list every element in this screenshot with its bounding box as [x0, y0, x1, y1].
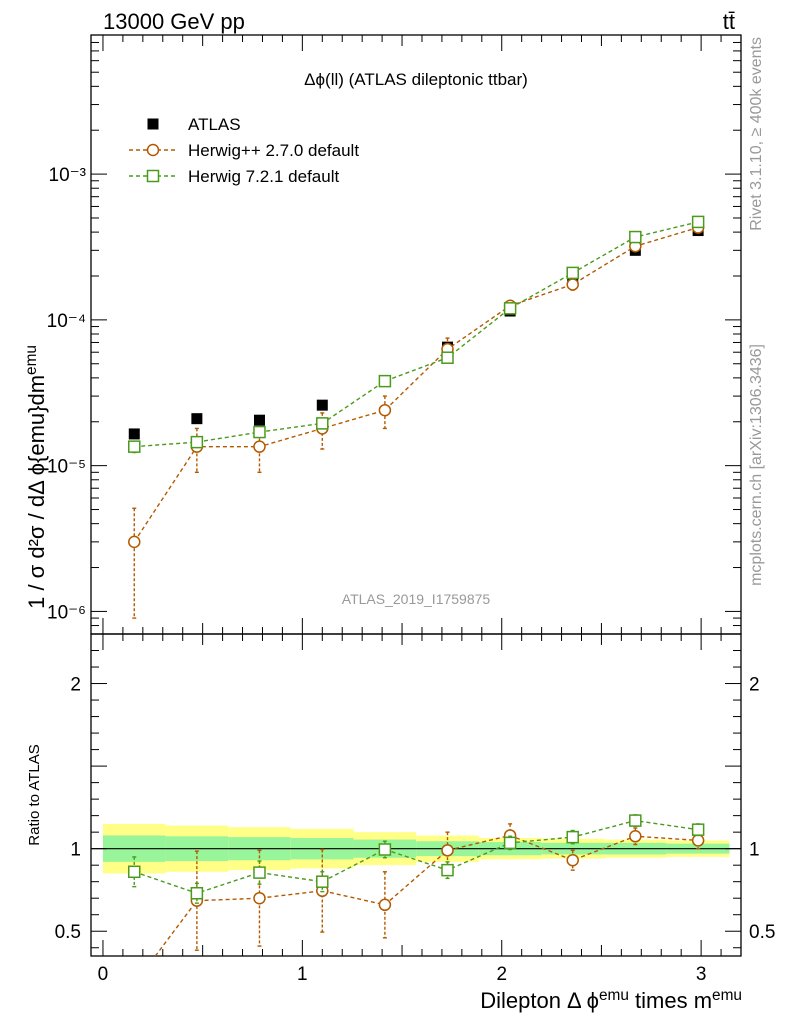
data-point — [253, 425, 266, 439]
data-point — [253, 414, 265, 426]
ratio-y-tick-label-right: 2 — [749, 675, 760, 696]
data-point — [129, 979, 140, 990]
data-point — [128, 440, 141, 453]
data-point — [691, 215, 705, 229]
data-point — [691, 823, 705, 836]
mcplots-reference-label: mcplots.cern.ch [arXiv:1306.3436] — [748, 344, 765, 586]
series-2 — [128, 215, 705, 454]
legend: ATLAS Herwig++ 2.7.0 default Herwig 7.2.1 … — [129, 115, 359, 186]
data-point — [190, 435, 204, 449]
data-point — [503, 302, 517, 315]
data-point — [190, 887, 204, 900]
data-point — [566, 853, 579, 867]
data-point — [441, 844, 454, 857]
data-point — [128, 535, 141, 549]
ratio-y-axis-label: Ratio to ATLAS — [26, 744, 43, 845]
main-series-group — [128, 215, 705, 619]
data-point — [146, 169, 160, 183]
data-point — [128, 865, 141, 879]
data-point — [566, 830, 579, 844]
data-point — [566, 278, 579, 291]
data-point — [253, 440, 266, 453]
data-point — [316, 417, 329, 430]
ratio-series-line — [134, 819, 699, 894]
data-point — [378, 843, 392, 856]
data-point — [146, 143, 160, 157]
data-point — [629, 830, 642, 843]
ratio-series-line — [154, 834, 699, 956]
x-axis-label: Dilepton Δ ϕemu times memu — [480, 987, 742, 1014]
x-axis-text: Dilepton Δ ϕemu times memu — [480, 987, 742, 1014]
data-point — [378, 374, 392, 388]
data-point — [316, 875, 329, 888]
ratio-y-tick-label: 1 — [70, 840, 81, 861]
data-point — [691, 834, 705, 847]
x-tick-label: 0 — [98, 964, 109, 985]
legend-label: Herwig 7.2.1 default — [188, 167, 339, 186]
data-point — [441, 863, 454, 877]
ratio-series-group — [128, 814, 705, 990]
series-line — [133, 226, 699, 543]
series-1 — [128, 221, 705, 619]
data-point — [378, 898, 392, 912]
data-point — [128, 428, 140, 440]
data-point — [378, 403, 392, 417]
data-point — [441, 351, 454, 364]
header-energy-label: 13000 GeV pp — [103, 9, 245, 34]
ratio-series-1 — [128, 814, 705, 904]
data-point — [503, 836, 517, 850]
data-point — [629, 814, 642, 827]
y-tick-label: 10⁻⁶ — [47, 602, 86, 623]
main-plot-title: Δϕ(ll) (ATLAS dileptonic ttbar) — [304, 70, 528, 89]
data-point — [147, 118, 159, 130]
main-plot-panel: 10⁻⁶ 10⁻⁵ 10⁻⁴ 10⁻³ Δϕ(ll) (ATLAS dileptoni… — [23, 34, 742, 635]
data-point — [191, 413, 203, 425]
legend-label: Herwig++ 2.7.0 default — [188, 141, 359, 160]
y-tick-label: 10⁻⁴ — [47, 311, 86, 332]
ratio-axes: 0.5 0.5 1 1 2 2 0 1 2 3 — [55, 633, 775, 985]
x-tick-label: 3 — [696, 964, 707, 985]
main-y-axis-text: 1 / σ d²σ / dΔ ϕ{emu}dmemu — [23, 345, 50, 609]
y-tick-label: 10⁻³ — [49, 165, 87, 186]
legend-label: ATLAS — [188, 115, 241, 134]
data-point — [629, 230, 642, 244]
data-point — [253, 866, 266, 879]
y-tick-label: 10⁻⁵ — [47, 457, 86, 478]
rivet-version-label: Rivet 3.1.10, ≥ 400k events — [748, 37, 765, 231]
data-point — [316, 399, 328, 411]
analysis-watermark: ATLAS_2019_I1759875 — [342, 591, 491, 607]
x-tick-label: 1 — [297, 964, 308, 985]
ratio-plot-panel: 0.5 0.5 1 1 2 2 0 1 2 3 Ratio to ATLAS Dilepton Δ… — [26, 633, 775, 1014]
header-process-label: tt̄ — [723, 9, 735, 34]
series-line — [134, 221, 699, 448]
data-point — [566, 266, 579, 280]
data-point — [253, 891, 266, 905]
ratio-y-tick-label: 0.5 — [55, 922, 81, 943]
panel-frame — [90, 633, 742, 957]
main-y-axis-label: 1 / σ d²σ / dΔ ϕ{emu}dmemu — [23, 345, 50, 609]
ratio-y-tick-label: 2 — [70, 675, 81, 696]
ratio-y-tick-label-right: 0.5 — [749, 922, 775, 943]
x-tick-label: 2 — [496, 964, 507, 985]
ratio-y-tick-label-right: 1 — [749, 840, 760, 861]
